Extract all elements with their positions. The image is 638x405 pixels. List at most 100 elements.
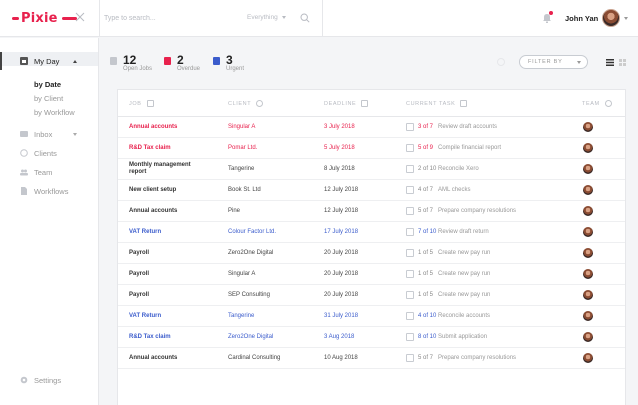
- team-member-avatar[interactable]: [583, 248, 593, 258]
- task-checkbox[interactable]: [406, 144, 414, 152]
- task-checkbox[interactable]: [406, 333, 414, 341]
- task-checkbox[interactable]: [406, 186, 414, 194]
- team-member-avatar[interactable]: [583, 269, 593, 279]
- team-member-avatar[interactable]: [583, 332, 593, 342]
- stat-count: 12: [123, 53, 137, 67]
- table-row[interactable]: VAT Return Colour Factor Ltd. 17 July 2018…: [118, 222, 625, 243]
- job-name[interactable]: R&D Tax claim: [129, 334, 171, 340]
- task-checkbox[interactable]: [406, 249, 414, 257]
- table-row[interactable]: Annual accounts Cardinal Consulting 10 Aug…: [118, 348, 625, 369]
- client-link[interactable]: SEP Consulting: [228, 292, 270, 298]
- job-name[interactable]: Monthly management report: [129, 162, 191, 175]
- task-checkbox[interactable]: [406, 291, 414, 299]
- job-name[interactable]: R&D Tax claim: [129, 145, 171, 151]
- table-row[interactable]: Annual accounts Pine 12 July 2018 5 of 7 Pre…: [118, 201, 625, 222]
- team-member-avatar[interactable]: [583, 227, 593, 237]
- team-member-avatar[interactable]: [583, 143, 593, 153]
- task-checkbox[interactable]: [406, 354, 414, 362]
- table-row[interactable]: Monthly management report Tangerine 8 July…: [118, 159, 625, 180]
- pixie-logo[interactable]: Pixie: [12, 10, 77, 26]
- current-task-name: Create new pay run: [438, 250, 491, 256]
- job-name[interactable]: VAT Return: [129, 229, 162, 235]
- job-name[interactable]: Payroll: [129, 271, 150, 277]
- column-header-deadline[interactable]: DEADLINE: [324, 100, 369, 107]
- team-member-avatar[interactable]: [583, 185, 593, 195]
- search-scope-dropdown[interactable]: Everything: [247, 14, 286, 21]
- column-header-job[interactable]: JOB: [129, 100, 154, 107]
- table-row[interactable]: R&D Tax claim Zero2One Digital 3 Aug 2018 8…: [118, 327, 625, 348]
- list-view-icon[interactable]: [606, 59, 614, 66]
- table-row[interactable]: New client setup Book St. Ltd 12 July 2018…: [118, 180, 625, 201]
- team-member-avatar[interactable]: [583, 122, 593, 132]
- sidebar-item-settings[interactable]: Settings: [0, 373, 98, 387]
- client-link[interactable]: Tangerine: [228, 166, 255, 172]
- stat-label: Urgent: [226, 66, 245, 72]
- task-checkbox[interactable]: [406, 270, 414, 278]
- task-checkbox[interactable]: [406, 123, 414, 131]
- table-row[interactable]: Payroll Singular A 20 July 2018 1 of 5 Creat…: [118, 264, 625, 285]
- header-label: TEAM: [582, 100, 600, 107]
- sidebar-item-team[interactable]: Team: [0, 165, 98, 179]
- table-row[interactable]: Payroll SEP Consulting 20 July 2018 1 of 5 C…: [118, 285, 625, 306]
- sidebar-subitem-by-client[interactable]: by Client: [34, 94, 64, 103]
- user-name[interactable]: John Yan: [565, 14, 599, 23]
- client-link[interactable]: Colour Factor Ltd.: [228, 229, 277, 235]
- task-checkbox[interactable]: [406, 312, 414, 320]
- client-link[interactable]: Singular A: [228, 124, 256, 130]
- sidebar-item-inbox[interactable]: Inbox: [0, 127, 98, 141]
- sidebar-subitem-by-workflow[interactable]: by Workflow: [34, 108, 75, 117]
- team-member-avatar[interactable]: [583, 164, 593, 174]
- chevron-down-icon[interactable]: [624, 17, 628, 20]
- refresh-icon[interactable]: [497, 58, 505, 66]
- sidebar-item-workflows[interactable]: Workflows: [0, 184, 98, 198]
- client-link[interactable]: Book St. Ltd: [228, 187, 261, 193]
- job-name[interactable]: Annual accounts: [129, 208, 178, 214]
- client-link[interactable]: Zero2One Digital: [228, 250, 274, 256]
- job-name[interactable]: Annual accounts: [129, 124, 178, 130]
- close-icon[interactable]: [75, 12, 85, 22]
- divider: [322, 0, 323, 37]
- client-link[interactable]: Cardinal Consulting: [228, 355, 281, 361]
- team-member-avatar[interactable]: [583, 206, 593, 216]
- search-icon[interactable]: [300, 13, 310, 23]
- task-checkbox[interactable]: [406, 207, 414, 215]
- sidebar-item-clients[interactable]: Clients: [0, 146, 98, 160]
- team-member-avatar[interactable]: [583, 353, 593, 363]
- column-header-client[interactable]: CLIENT: [228, 100, 264, 107]
- job-name[interactable]: Annual accounts: [129, 355, 178, 361]
- top-bar: Pixie Everything John Yan: [0, 0, 638, 37]
- job-name[interactable]: Payroll: [129, 292, 150, 298]
- job-name[interactable]: New client setup: [129, 187, 177, 193]
- grid-view-icon[interactable]: [619, 59, 626, 66]
- deadline-date: 31 July 2018: [324, 313, 359, 319]
- sidebar-item-my-day[interactable]: My Day: [0, 52, 98, 70]
- client-link[interactable]: Tangerine: [228, 313, 255, 319]
- chevron-down-icon: [281, 15, 286, 19]
- column-header-team[interactable]: TEAM: [582, 100, 612, 107]
- client-link[interactable]: Pomar Ltd.: [228, 145, 258, 151]
- column-header-task[interactable]: CURRENT TASK: [406, 100, 468, 107]
- bell-icon[interactable]: [542, 12, 552, 24]
- stat-label: Open Jobs: [123, 66, 153, 72]
- search-input[interactable]: [104, 11, 234, 25]
- client-link[interactable]: Singular A: [228, 271, 256, 277]
- table-row[interactable]: Payroll Zero2One Digital 20 July 2018 1 of …: [118, 243, 625, 264]
- table-row[interactable]: VAT Return Tangerine 31 July 2018 4 of 10 Re…: [118, 306, 625, 327]
- job-name[interactable]: Payroll: [129, 250, 150, 256]
- table-row[interactable]: Annual accounts Singular A 3 July 2018 3 of…: [118, 117, 625, 138]
- task-checkbox[interactable]: [406, 228, 414, 236]
- task-checkbox[interactable]: [406, 165, 414, 173]
- job-name[interactable]: VAT Return: [129, 313, 162, 319]
- user-avatar[interactable]: [602, 9, 620, 27]
- client-link[interactable]: Zero2One Digital: [228, 334, 274, 340]
- chevron-down-icon[interactable]: [73, 133, 77, 136]
- filter-dropdown[interactable]: FILTER BY: [519, 55, 588, 69]
- team-member-avatar[interactable]: [583, 311, 593, 321]
- table-row[interactable]: R&D Tax claim Pomar Ltd. 5 July 2018 5 of 9…: [118, 138, 625, 159]
- sidebar-subitem-by-date[interactable]: by Date: [34, 80, 62, 89]
- task-progress: 2 of 10: [418, 166, 437, 172]
- client-link[interactable]: Pine: [228, 208, 241, 214]
- team-member-avatar[interactable]: [583, 290, 593, 300]
- calendar-icon: [20, 57, 28, 65]
- chevron-up-icon[interactable]: [73, 60, 77, 63]
